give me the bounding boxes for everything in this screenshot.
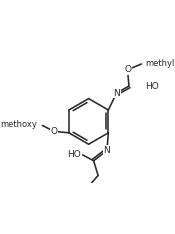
- Text: methyl: methyl: [145, 59, 174, 68]
- Text: HO: HO: [67, 150, 81, 159]
- Text: O: O: [51, 127, 58, 136]
- Text: methoxy: methoxy: [0, 120, 37, 129]
- Text: N: N: [104, 146, 110, 155]
- Text: O: O: [124, 65, 131, 74]
- Text: N: N: [113, 89, 120, 98]
- Text: HO: HO: [145, 81, 159, 91]
